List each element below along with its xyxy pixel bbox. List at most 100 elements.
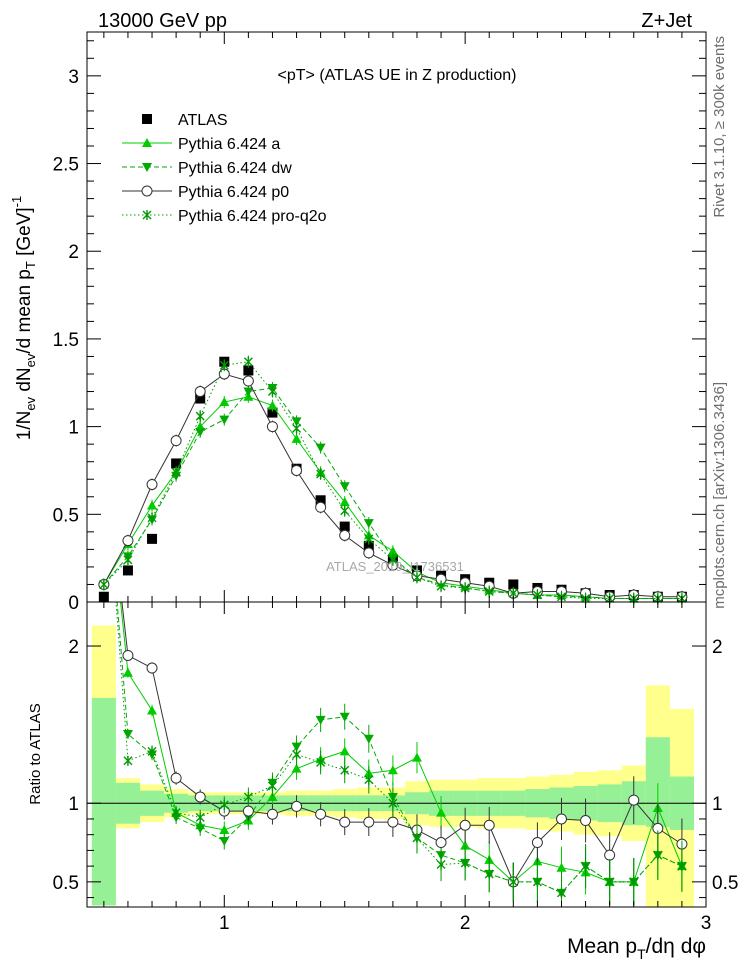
ratio-point <box>387 765 398 775</box>
data-point <box>243 365 254 376</box>
data-point <box>147 512 157 523</box>
y-tick-label: 3 <box>68 67 79 88</box>
y-tick-label: 1.5 <box>53 330 79 351</box>
ratio-point <box>388 798 398 809</box>
ratio-point <box>195 812 205 823</box>
legend-item-0: ATLAS <box>142 112 228 129</box>
ratio-point <box>147 705 158 715</box>
legend-item-1: Pythia 6.424 a <box>122 136 280 153</box>
data-point <box>171 458 182 469</box>
legend-marker <box>142 210 152 220</box>
ratio-point <box>628 794 640 806</box>
data-point <box>291 433 302 443</box>
data-point <box>387 546 398 556</box>
ratio-point <box>411 752 422 762</box>
ratio-point <box>266 808 278 820</box>
data-point <box>315 443 326 453</box>
ratio-point <box>364 774 374 785</box>
data-point <box>339 497 350 507</box>
legend-label: ATLAS <box>178 112 228 129</box>
ratio-point <box>604 849 616 861</box>
y-tick-label: 0.5 <box>53 505 79 526</box>
y-tick-label: 1 <box>68 418 79 439</box>
ratio-point <box>387 816 399 828</box>
ratio-point <box>292 749 302 760</box>
svg-text:1/Nev dNev/d mean pT [GeV]-1: 1/Nev dNev/d mean pT [GeV]-1 <box>9 196 38 441</box>
data-point <box>363 547 375 559</box>
ratio-y-tick-label: 1 <box>68 794 79 815</box>
data-point <box>147 533 158 544</box>
x-tick-label: 2 <box>460 913 471 934</box>
ratio-point <box>146 662 158 674</box>
ratio-point <box>339 712 350 722</box>
ratio-point <box>339 746 350 756</box>
legend-marker <box>142 138 152 147</box>
data-point <box>340 505 350 516</box>
ratio-y-tick-label-right: 0.5 <box>712 873 738 894</box>
data-point <box>267 407 278 418</box>
data-point <box>363 519 374 529</box>
ratio-point <box>412 832 422 843</box>
data-point <box>364 533 374 544</box>
data-point <box>339 529 351 541</box>
ratio-point <box>580 815 592 827</box>
svg-text:Mean pT/dη dφ: Mean pT/dη dφ <box>567 935 706 962</box>
rivet-label: Rivet 3.1.10, ≥ 300k events <box>711 36 728 218</box>
data-point <box>242 375 254 387</box>
data-point <box>195 393 206 404</box>
data-point <box>291 464 303 476</box>
data-point <box>243 356 253 367</box>
analysis-watermark: ATLAS_2019_I1736531 <box>326 559 464 574</box>
series-3 <box>98 368 688 603</box>
ratio-point <box>629 876 639 887</box>
ratio-point <box>122 730 133 740</box>
legend-item-4: Pythia 6.424 pro-q2o <box>122 208 327 225</box>
y-tick-label: 0 <box>68 593 79 614</box>
legend-label: Pythia 6.424 a <box>178 136 280 153</box>
legend-marker <box>142 163 152 172</box>
ratio-point <box>315 808 327 820</box>
band-bin <box>91 697 116 906</box>
data-point <box>266 421 278 433</box>
data-point <box>219 397 230 407</box>
ratio-point <box>219 824 230 834</box>
ratio-y-tick-label-right: 1 <box>712 794 723 815</box>
ratio-point <box>363 816 375 828</box>
ratio-point <box>147 746 157 757</box>
data-point <box>412 572 422 583</box>
ratio-point <box>267 780 277 791</box>
ratio-point <box>459 819 471 831</box>
ratio-point <box>171 807 181 818</box>
ratio-point <box>219 799 229 810</box>
ratio-point <box>291 800 303 812</box>
data-point <box>194 386 206 398</box>
legend-label: Pythia 6.424 p0 <box>178 184 289 201</box>
legend-item-2: Pythia 6.424 dw <box>122 160 292 177</box>
data-point <box>436 581 446 592</box>
ratio-point <box>484 868 494 879</box>
ratio-point <box>677 861 687 872</box>
ratio-y-tick-label-right: 2 <box>712 637 723 658</box>
data-point <box>147 500 158 510</box>
data-point <box>339 482 350 492</box>
ratio-point <box>653 850 663 861</box>
data-point <box>508 579 519 590</box>
series-4 <box>99 355 687 605</box>
legend-item-3: Pythia 6.424 p0 <box>122 184 289 201</box>
ratio-point <box>436 807 447 817</box>
ratio-point <box>556 862 567 872</box>
mcplots-label: mcplots.cern.ch [arXiv:1306.3436] <box>711 382 728 609</box>
header-left-label: 13000 GeV pp <box>98 10 227 32</box>
ratio-point <box>508 876 518 887</box>
ratio-point <box>122 667 133 677</box>
ratio-y-axis-title: Ratio to ATLAS <box>27 703 44 804</box>
ratio-point <box>243 791 253 802</box>
legend-label: Pythia 6.424 pro-q2o <box>178 208 327 225</box>
legend-marker <box>141 185 153 197</box>
ratio-point <box>195 824 206 834</box>
data-point <box>267 400 278 410</box>
x-tick-label: 3 <box>701 913 712 934</box>
ratio-y-tick-label: 2 <box>68 637 79 658</box>
data-point <box>219 360 229 371</box>
